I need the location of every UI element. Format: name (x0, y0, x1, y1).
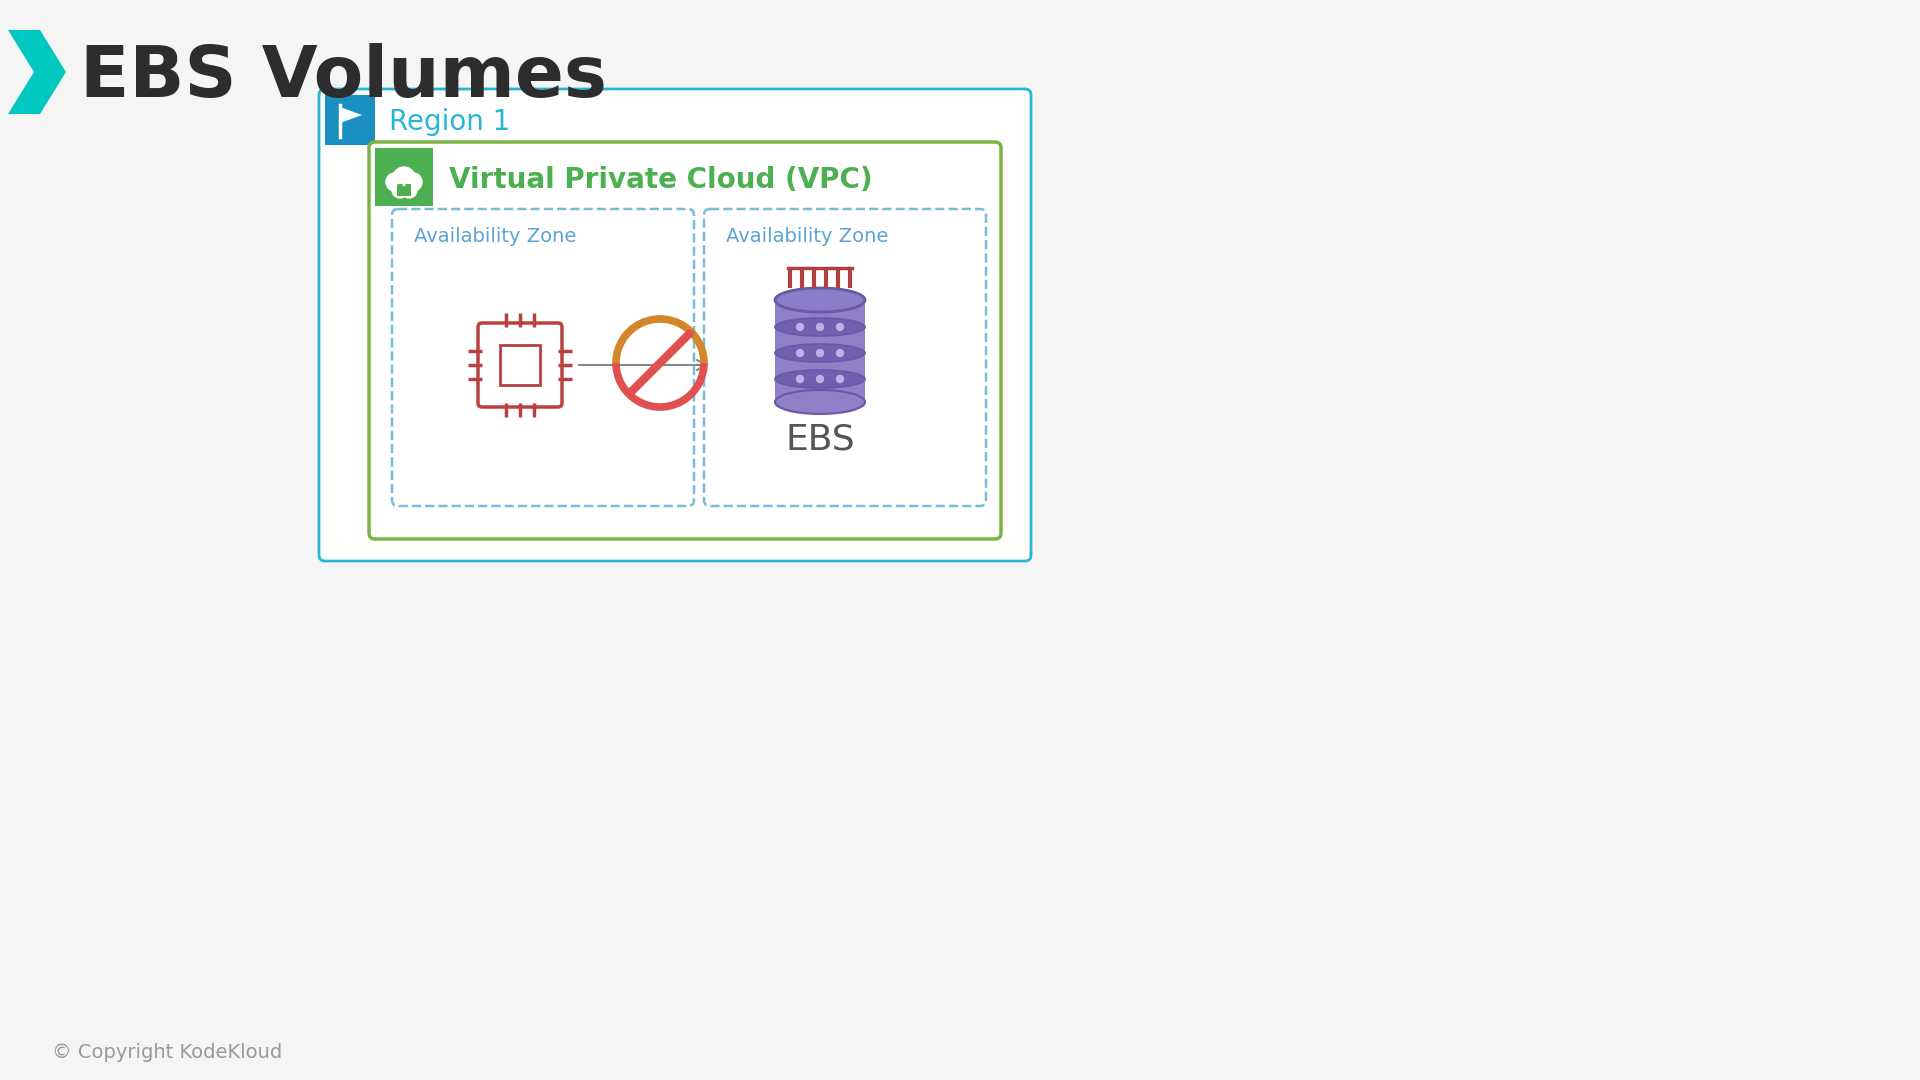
Ellipse shape (776, 390, 866, 414)
Circle shape (816, 350, 824, 356)
Text: © Copyright KodeKloud: © Copyright KodeKloud (52, 1042, 282, 1062)
Circle shape (837, 376, 843, 382)
Text: Availability Zone: Availability Zone (415, 228, 576, 246)
Ellipse shape (776, 370, 866, 388)
Polygon shape (340, 107, 363, 123)
FancyBboxPatch shape (705, 210, 987, 507)
Polygon shape (776, 300, 866, 402)
Text: Region 1: Region 1 (390, 108, 511, 136)
Circle shape (401, 183, 417, 198)
Circle shape (392, 183, 407, 198)
FancyBboxPatch shape (319, 89, 1031, 561)
Circle shape (837, 350, 843, 356)
Circle shape (837, 324, 843, 330)
Ellipse shape (776, 318, 866, 336)
FancyBboxPatch shape (392, 210, 693, 507)
FancyBboxPatch shape (478, 323, 563, 407)
Circle shape (403, 173, 422, 191)
FancyBboxPatch shape (499, 345, 540, 384)
Text: EBS Volumes: EBS Volumes (81, 42, 607, 111)
Circle shape (386, 173, 403, 191)
Circle shape (797, 350, 803, 356)
Text: EBS: EBS (785, 423, 854, 457)
Ellipse shape (776, 345, 866, 362)
Text: Virtual Private Cloud (VPC): Virtual Private Cloud (VPC) (449, 166, 872, 194)
Circle shape (797, 324, 803, 330)
Circle shape (816, 324, 824, 330)
Circle shape (816, 376, 824, 382)
Circle shape (797, 376, 803, 382)
Circle shape (394, 167, 415, 189)
FancyBboxPatch shape (397, 184, 411, 195)
Polygon shape (8, 30, 65, 114)
Polygon shape (374, 148, 434, 206)
FancyBboxPatch shape (369, 141, 1000, 539)
Text: Availability Zone: Availability Zone (726, 228, 889, 246)
Ellipse shape (776, 288, 866, 312)
Polygon shape (324, 95, 374, 145)
